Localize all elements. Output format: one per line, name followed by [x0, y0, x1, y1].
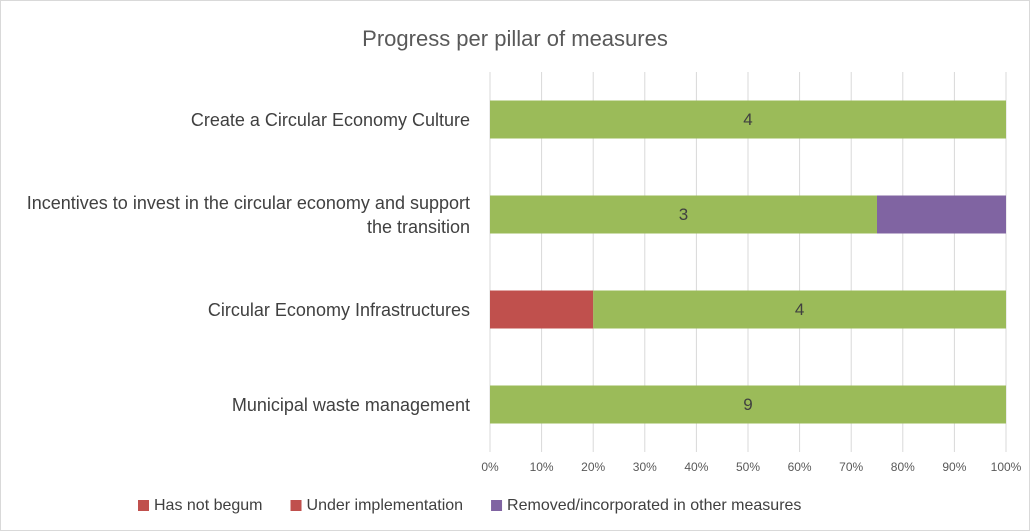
chart-title: Progress per pillar of measures [362, 26, 668, 51]
bar-segment [593, 290, 1006, 329]
legend-label: Removed/incorporated in other measures [507, 497, 801, 514]
x-tick-label: 80% [891, 460, 915, 474]
legend-label: Under implementation [307, 497, 464, 514]
y-tick-label: Circular Economy Infrastructures [207, 299, 470, 320]
data-label: 9 [743, 395, 752, 414]
x-tick-label: 90% [942, 460, 966, 474]
x-tick-label: 10% [530, 460, 554, 474]
data-label: 3 [679, 205, 688, 224]
y-tick-label: Incentives to invest in the circular eco… [26, 192, 470, 237]
bar-segment [877, 195, 1006, 234]
x-tick-label: 70% [839, 460, 863, 474]
x-tick-label: 0% [481, 460, 499, 474]
legend-swatch [491, 500, 503, 511]
bar-segment [490, 100, 1006, 139]
bar-segment [490, 195, 877, 234]
legend-swatch [138, 500, 149, 511]
y-tick-label: Create a Circular Economy Culture [190, 109, 470, 130]
x-tick-label: 50% [736, 460, 760, 474]
x-tick-label: 100% [991, 460, 1022, 474]
data-label: 4 [795, 300, 804, 319]
x-tick-label: 60% [788, 460, 812, 474]
data-label: 4 [743, 110, 752, 129]
y-tick-label: Municipal waste management [231, 394, 470, 415]
legend-label: Has not begum [154, 497, 263, 514]
bar-segment [490, 290, 594, 329]
legend-swatch [290, 500, 302, 511]
x-tick-label: 30% [633, 460, 657, 474]
bar-segment [490, 385, 1006, 424]
x-tick-label: 20% [581, 460, 605, 474]
x-tick-label: 40% [684, 460, 708, 474]
